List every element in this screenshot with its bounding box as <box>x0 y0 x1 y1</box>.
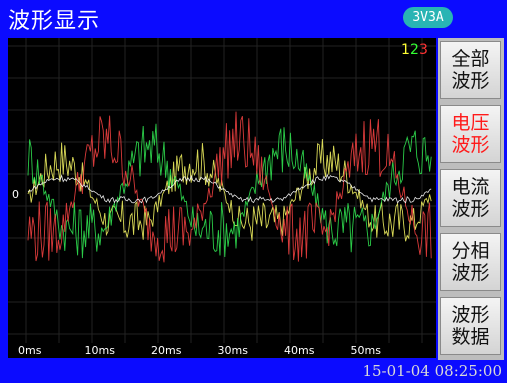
all-waveform-button[interactable]: 全部 波形 <box>440 41 501 99</box>
x-tick-label: 50ms <box>351 344 382 357</box>
legend-item-3: 3 <box>419 42 428 58</box>
window-title: 波形显示 <box>8 9 101 34</box>
x-tick-labels: 0ms 10ms 20ms 30ms 40ms 50ms <box>18 344 381 357</box>
split-phase-waveform-button[interactable]: 分相 波形 <box>440 233 501 291</box>
legend-item-1: 1 <box>401 42 410 58</box>
current-waveform-button[interactable]: 电流 波形 <box>440 169 501 227</box>
x-tick-label: 20ms <box>151 344 182 357</box>
x-tick-label: 10ms <box>85 344 116 357</box>
legend-item-2: 2 <box>410 42 419 58</box>
status-bar: 15-01-04 08:25:00 <box>0 360 507 383</box>
voltage-waveform-button[interactable]: 电压 波形 <box>440 105 501 163</box>
x-tick-label: 0ms <box>18 344 42 357</box>
waveform-series <box>27 111 432 263</box>
waveform-line-1 <box>27 138 432 242</box>
wiring-mode-badge: 3V3A <box>403 7 453 28</box>
x-tick-label: 40ms <box>284 344 315 357</box>
function-sidebar: 全部 波形 电压 波形 电流 波形 分相 波形 波形 数据 <box>438 38 504 360</box>
waveform-line-2 <box>27 123 432 259</box>
plot-grid <box>8 38 436 343</box>
datetime-readout: 15-01-04 08:25:00 <box>362 362 502 380</box>
waveform-line-4 <box>27 173 432 204</box>
waveform-line-3 <box>27 111 432 263</box>
x-tick-label: 30ms <box>218 344 249 357</box>
title-bar: 波形显示 3V3A <box>0 0 507 34</box>
waveform-data-button[interactable]: 波形 数据 <box>440 297 501 355</box>
y-zero-label: 0 <box>12 188 19 201</box>
